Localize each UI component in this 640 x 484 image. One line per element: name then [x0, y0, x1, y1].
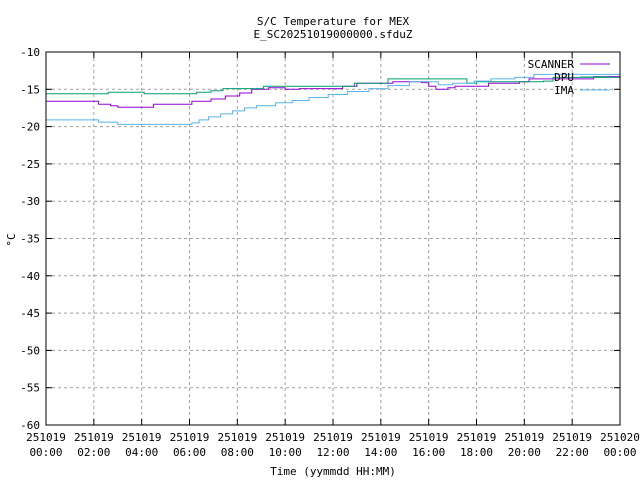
x-tick-date: 251019 [122, 431, 162, 444]
y-tick-label: -30 [20, 195, 40, 208]
x-tick-date: 251019 [552, 431, 592, 444]
chart-subtitle: E_SC20251019000000.sfduZ [254, 28, 413, 41]
x-tick-time: 12:00 [316, 446, 349, 459]
y-tick-label: -60 [20, 419, 40, 432]
x-tick-time: 02:00 [77, 446, 110, 459]
y-tick-label: -45 [20, 307, 40, 320]
x-tick-date: 251019 [74, 431, 114, 444]
y-tick-label: -50 [20, 344, 40, 357]
x-tick-date: 251019 [361, 431, 401, 444]
y-tick-label: -35 [20, 233, 40, 246]
chart-title: S/C Temperature for MEX [257, 15, 410, 28]
y-tick-label: -15 [20, 83, 40, 96]
series-line-dpu [46, 76, 620, 95]
legend-label-scanner: SCANNER [528, 58, 575, 71]
x-tick-time: 20:00 [508, 446, 541, 459]
x-tick-time: 10:00 [269, 446, 302, 459]
x-tick-time: 00:00 [603, 446, 636, 459]
x-tick-time: 06:00 [173, 446, 206, 459]
x-tick-time: 14:00 [364, 446, 397, 459]
x-tick-date: 251019 [170, 431, 210, 444]
y-tick-label: -20 [20, 121, 40, 134]
x-tick-time: 18:00 [460, 446, 493, 459]
x-tick-time: 22:00 [556, 446, 589, 459]
x-tick-date: 251019 [217, 431, 257, 444]
series-line-scanner [46, 76, 620, 108]
y-tick-label: -10 [20, 46, 40, 59]
x-tick-date: 251019 [457, 431, 497, 444]
x-tick-date: 251019 [409, 431, 449, 444]
x-axis-label: Time (yymmdd HH:MM) [270, 465, 396, 478]
y-tick-label: -25 [20, 158, 40, 171]
x-tick-date: 251019 [265, 431, 305, 444]
x-tick-time: 08:00 [221, 446, 254, 459]
legend-label-ima: IMA [554, 84, 574, 97]
series-line-ima [46, 73, 620, 125]
x-tick-time: 04:00 [125, 446, 158, 459]
y-tick-label: -40 [20, 270, 40, 283]
x-tick-time: 00:00 [29, 446, 62, 459]
legend-label-dpu: DPU [554, 71, 574, 84]
x-tick-date: 251019 [26, 431, 66, 444]
x-tick-date: 251020 [600, 431, 640, 444]
y-axis-label: °C [5, 233, 18, 246]
x-tick-date: 251019 [504, 431, 544, 444]
y-tick-label: -55 [20, 382, 40, 395]
x-tick-date: 251019 [313, 431, 353, 444]
x-tick-time: 16:00 [412, 446, 445, 459]
